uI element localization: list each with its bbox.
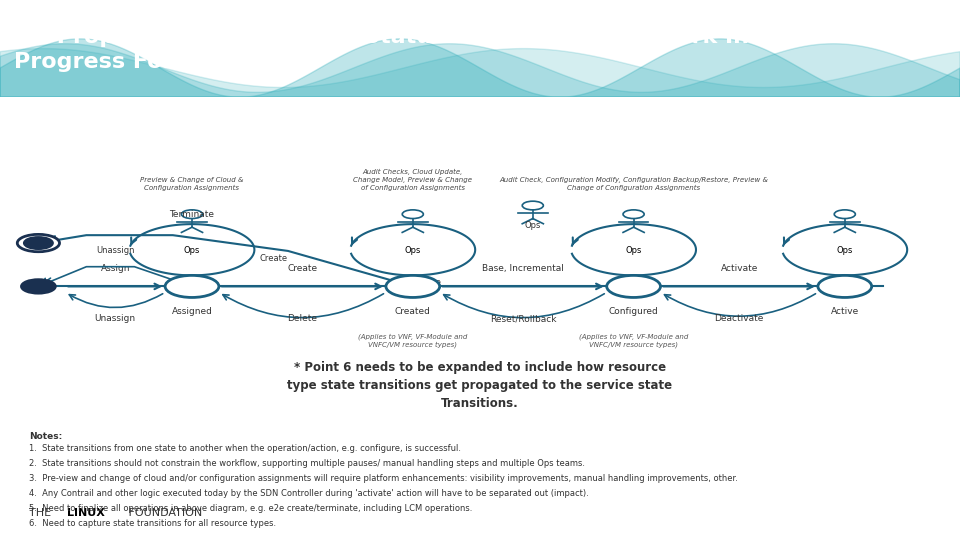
Text: Unassign: Unassign (96, 246, 134, 255)
Circle shape (24, 237, 53, 249)
Text: Deactivate: Deactivate (714, 314, 764, 323)
Text: Notes:: Notes: (29, 432, 62, 441)
Text: 3.  Pre-view and change of cloud and/or configuration assignments will require p: 3. Pre-view and change of cloud and/or c… (29, 474, 737, 483)
Text: 5.  Need to finalize all operations in above diagram, e.g. e2e create/terminate,: 5. Need to finalize all operations in ab… (29, 504, 472, 513)
Text: Ops: Ops (183, 246, 201, 255)
Circle shape (17, 234, 60, 252)
Text: 6.  Need to capture state transitions for all resource types.: 6. Need to capture state transitions for… (29, 519, 276, 528)
Circle shape (21, 279, 56, 294)
Text: Configured: Configured (609, 307, 659, 316)
Text: FOUNDATION: FOUNDATION (125, 508, 202, 518)
Text: (Applies to VNF, VF-Module and
VNFC/VM resource types): (Applies to VNF, VF-Module and VNFC/VM r… (579, 334, 688, 348)
Text: Configure: Configure (397, 278, 442, 287)
Text: Assigned: Assigned (172, 307, 212, 316)
Text: Audit Check, Configuration Modify, Configuration Backup/Restore, Preview &
Chang: Audit Check, Configuration Modify, Confi… (499, 177, 768, 191)
Text: Unassign: Unassign (95, 314, 135, 323)
Text: Preview & Change of Cloud &
Configuration Assignments: Preview & Change of Cloud & Configuratio… (140, 177, 244, 191)
Text: Ops: Ops (836, 246, 853, 255)
Text: Ops: Ops (625, 246, 642, 255)
Text: Ops: Ops (404, 246, 421, 255)
Text: Base, Incremental: Base, Incremental (482, 264, 564, 273)
Text: Create: Create (259, 254, 287, 264)
Text: Created: Created (395, 307, 431, 316)
Text: Active: Active (830, 307, 859, 316)
Text: LINUX: LINUX (67, 508, 105, 518)
Circle shape (818, 275, 872, 298)
Text: Activate: Activate (721, 264, 757, 273)
Circle shape (607, 275, 660, 298)
Text: 1.  State transitions from one state to another when the operation/action, e.g. : 1. State transitions from one state to a… (29, 444, 461, 453)
Text: (Applies to VNF, VF-Module and
VNFC/VM resource types): (Applies to VNF, VF-Module and VNFC/VM r… (358, 334, 468, 348)
Text: THE: THE (29, 508, 55, 518)
Text: SO Proposed Orchestration Status State Diagram (Work In
Progress For Dublin ): SO Proposed Orchestration Status State D… (14, 27, 750, 72)
Circle shape (386, 275, 440, 298)
Text: 2.  State transitions should not constrain the workflow, supporting multiple pau: 2. State transitions should not constrai… (29, 459, 585, 468)
Text: * Point 6 needs to be expanded to include how resource
type state transitions ge: * Point 6 needs to be expanded to includ… (287, 361, 673, 410)
Text: Create: Create (287, 264, 318, 273)
Text: Delete: Delete (287, 314, 318, 323)
Text: Assign: Assign (101, 264, 130, 273)
Text: Ops: Ops (524, 221, 541, 231)
Text: Reset/Rollback: Reset/Rollback (490, 314, 557, 323)
Text: Audit Checks, Cloud Update,
Change Model, Preview & Change
of Configuration Assi: Audit Checks, Cloud Update, Change Model… (353, 170, 472, 191)
Circle shape (165, 275, 219, 298)
Text: Terminate: Terminate (170, 211, 214, 219)
Text: 4.  Any Contrail and other logic executed today by the SDN Controller during 'ac: 4. Any Contrail and other logic executed… (29, 489, 588, 498)
